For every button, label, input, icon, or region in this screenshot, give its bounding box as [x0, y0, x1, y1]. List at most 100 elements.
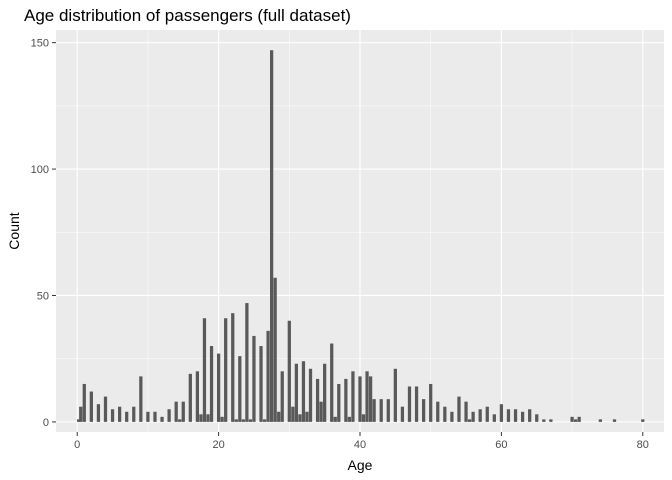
y-axis: 0 50 100 150 — [31, 38, 56, 429]
x-tick-label: 60 — [495, 439, 507, 451]
histogram-bar — [549, 419, 553, 422]
histogram-bar — [520, 411, 525, 422]
histogram-bar — [234, 419, 238, 422]
histogram-bar — [422, 399, 426, 422]
histogram-bar — [368, 376, 373, 422]
histogram-bar — [323, 363, 327, 422]
histogram-bar — [542, 419, 546, 422]
histogram-bar — [574, 419, 578, 422]
histogram-bar — [216, 353, 221, 422]
histogram-bar — [612, 419, 617, 422]
histogram-bar — [273, 277, 277, 422]
histogram-bar — [570, 416, 574, 422]
histogram-bar — [436, 401, 440, 422]
histogram-bar — [347, 416, 352, 422]
histogram-bar — [499, 404, 504, 422]
x-tick-label: 20 — [212, 439, 224, 451]
x-tick-label: 80 — [637, 439, 649, 451]
histogram-bar — [132, 406, 136, 422]
histogram-bar — [506, 409, 511, 422]
histogram-bar — [365, 371, 369, 422]
histogram-bar — [407, 386, 412, 422]
histogram-bar — [96, 404, 101, 422]
histogram-bar — [471, 411, 475, 422]
histogram-bar — [429, 383, 433, 422]
histogram-bar — [513, 409, 518, 422]
histogram-bar — [280, 371, 284, 422]
histogram-bar — [291, 406, 295, 422]
histogram-bar — [450, 411, 454, 422]
histogram-bar — [277, 411, 281, 422]
histogram-bar — [259, 346, 263, 422]
histogram-bar — [485, 406, 489, 422]
x-tick-label: 40 — [354, 439, 366, 451]
histogram-bar — [270, 50, 274, 422]
histogram-bar — [266, 330, 270, 422]
histogram-bar — [467, 419, 472, 422]
histogram-bar — [82, 383, 86, 422]
histogram-bar — [393, 368, 397, 422]
y-tick-label: 0 — [43, 417, 49, 429]
histogram-bar — [414, 386, 419, 422]
histogram-bar — [103, 396, 108, 422]
histogram-bar — [202, 318, 207, 422]
histogram-bar — [167, 409, 171, 422]
histogram-bar — [174, 401, 178, 422]
histogram-bar — [305, 411, 309, 422]
histogram-bar — [199, 414, 203, 422]
y-tick-label: 100 — [31, 164, 49, 176]
histogram-bar — [238, 356, 242, 422]
histogram-bar — [241, 419, 245, 422]
histogram-bar — [308, 368, 313, 422]
histogram-bar — [160, 416, 164, 422]
histogram-bar — [351, 371, 355, 422]
histogram-bar — [298, 414, 302, 422]
y-tick-label: 150 — [31, 38, 49, 50]
histogram-bar — [287, 320, 291, 422]
histogram-bar — [358, 376, 362, 422]
histogram-bar — [330, 343, 334, 422]
histogram-bar — [464, 401, 468, 422]
histogram-bar — [361, 414, 366, 422]
x-axis-title: Age — [348, 457, 373, 473]
histogram-bar — [337, 383, 341, 422]
histogram-bar — [220, 416, 224, 422]
y-axis-title: Count — [6, 212, 22, 249]
histogram-bar — [443, 406, 447, 422]
histogram-bar — [231, 313, 235, 422]
histogram-bar — [478, 409, 482, 422]
histogram-bar — [386, 399, 390, 422]
histogram-bar — [535, 414, 539, 422]
histogram-bar — [400, 406, 405, 422]
histogram-bar — [252, 335, 256, 422]
histogram-bar — [319, 401, 323, 422]
histogram-bar — [139, 376, 143, 422]
histogram-bar — [125, 411, 129, 422]
histogram-bar — [79, 406, 83, 422]
histogram-bar — [118, 406, 122, 422]
histogram-bar — [315, 378, 320, 422]
histogram-bar — [301, 361, 306, 422]
bars — [76, 50, 645, 422]
histogram-bar — [248, 419, 253, 422]
y-tick-label: 50 — [37, 290, 49, 302]
histogram-bar — [224, 318, 228, 422]
histogram-bar — [598, 419, 602, 422]
histogram-bar — [206, 414, 210, 422]
chart-title: Age distribution of passengers (full dat… — [24, 6, 351, 25]
histogram-bar — [577, 416, 581, 422]
histogram-bar — [294, 363, 298, 422]
histogram-bar — [372, 399, 376, 422]
histogram-bar — [76, 419, 81, 422]
histogram-bar — [153, 411, 157, 422]
histogram-bar — [262, 419, 267, 422]
x-axis: 0 20 40 60 80 — [74, 432, 649, 451]
histogram-bar — [333, 416, 337, 422]
histogram-bar — [89, 391, 93, 422]
histogram-bar — [245, 303, 249, 422]
histogram-bar — [146, 411, 150, 422]
histogram-bar — [528, 409, 532, 422]
histogram-bar — [344, 378, 348, 422]
histogram-bar — [457, 396, 461, 422]
